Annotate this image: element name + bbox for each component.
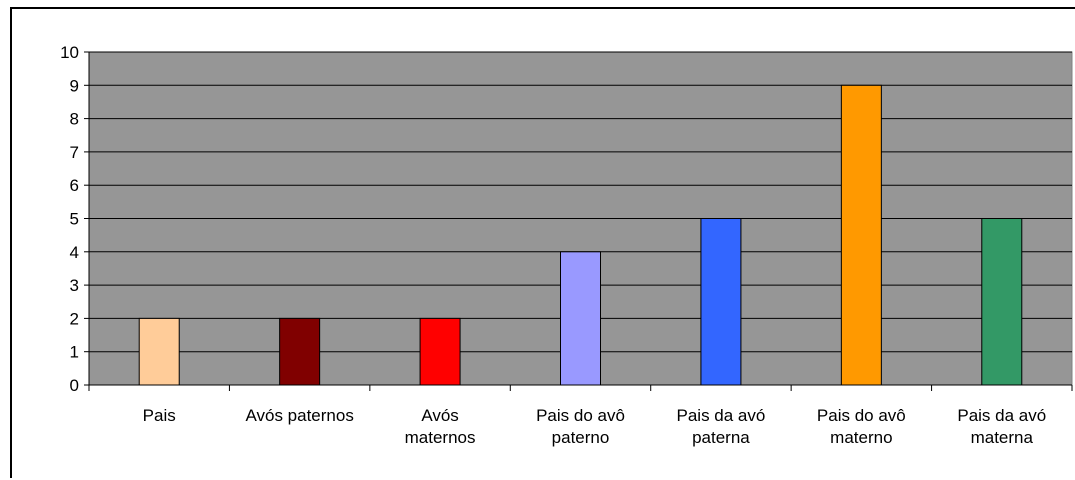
x-category-label-line: Pais do avô bbox=[817, 406, 906, 425]
y-tick-label: 7 bbox=[70, 143, 79, 162]
chart-frame: 0 1 2 3 4 5 6 7 8 9 10 Pais Avós paternos Avós matern… bbox=[10, 7, 1075, 478]
x-category-label-line: Pais do avô bbox=[536, 406, 625, 425]
x-category-label-line: materno bbox=[830, 428, 892, 447]
y-tick-label: 6 bbox=[70, 176, 79, 195]
x-category-label-line: Pais da avó bbox=[677, 406, 766, 425]
bar bbox=[279, 317, 321, 386]
x-category-label-line: Avós bbox=[421, 406, 459, 425]
x-axis-labels: Pais Avós paternos Avós maternos Pais do avô… bbox=[88, 385, 1073, 447]
bar bbox=[981, 218, 1023, 386]
x-category-label-line: Pais da avó bbox=[957, 406, 1046, 425]
x-category-label-line: paterno bbox=[552, 428, 610, 447]
x-category-label-line: materna bbox=[971, 428, 1034, 447]
x-category-label-line: Pais bbox=[143, 406, 176, 425]
y-tick-label: 4 bbox=[70, 243, 79, 262]
x-category-label: Pais bbox=[143, 406, 176, 425]
y-tick-label: 5 bbox=[70, 210, 79, 229]
y-tick-label: 10 bbox=[60, 43, 79, 62]
bar-chart: 0 1 2 3 4 5 6 7 8 9 10 Pais Avós paternos Avós matern… bbox=[60, 43, 1073, 447]
y-tick-label: 0 bbox=[70, 376, 79, 395]
bar bbox=[138, 317, 180, 386]
y-tick-label: 9 bbox=[70, 76, 79, 95]
bar bbox=[560, 251, 601, 386]
x-category-label-line: Avós paternos bbox=[245, 406, 353, 425]
x-category-label: Avós paternos bbox=[245, 406, 353, 425]
bar bbox=[700, 218, 742, 386]
bar bbox=[419, 317, 461, 386]
y-tick-label: 2 bbox=[70, 309, 79, 328]
x-category-label: Pais do avô paterno bbox=[536, 406, 625, 447]
x-category-label: Pais do avô materno bbox=[817, 406, 906, 447]
bar bbox=[840, 84, 882, 386]
y-tick-label: 1 bbox=[70, 343, 79, 362]
x-category-label: Pais da avó materna bbox=[957, 406, 1046, 447]
y-tick-label: 8 bbox=[70, 110, 79, 129]
y-tick-label: 3 bbox=[70, 276, 79, 295]
x-category-label-line: paterna bbox=[692, 428, 750, 447]
bars bbox=[138, 84, 1023, 386]
x-category-label: Avós maternos bbox=[405, 406, 476, 447]
x-category-label: Pais da avó paterna bbox=[677, 406, 766, 447]
x-category-label-line: maternos bbox=[405, 428, 476, 447]
y-axis-ticks: 0 1 2 3 4 5 6 7 8 9 10 bbox=[60, 43, 89, 395]
